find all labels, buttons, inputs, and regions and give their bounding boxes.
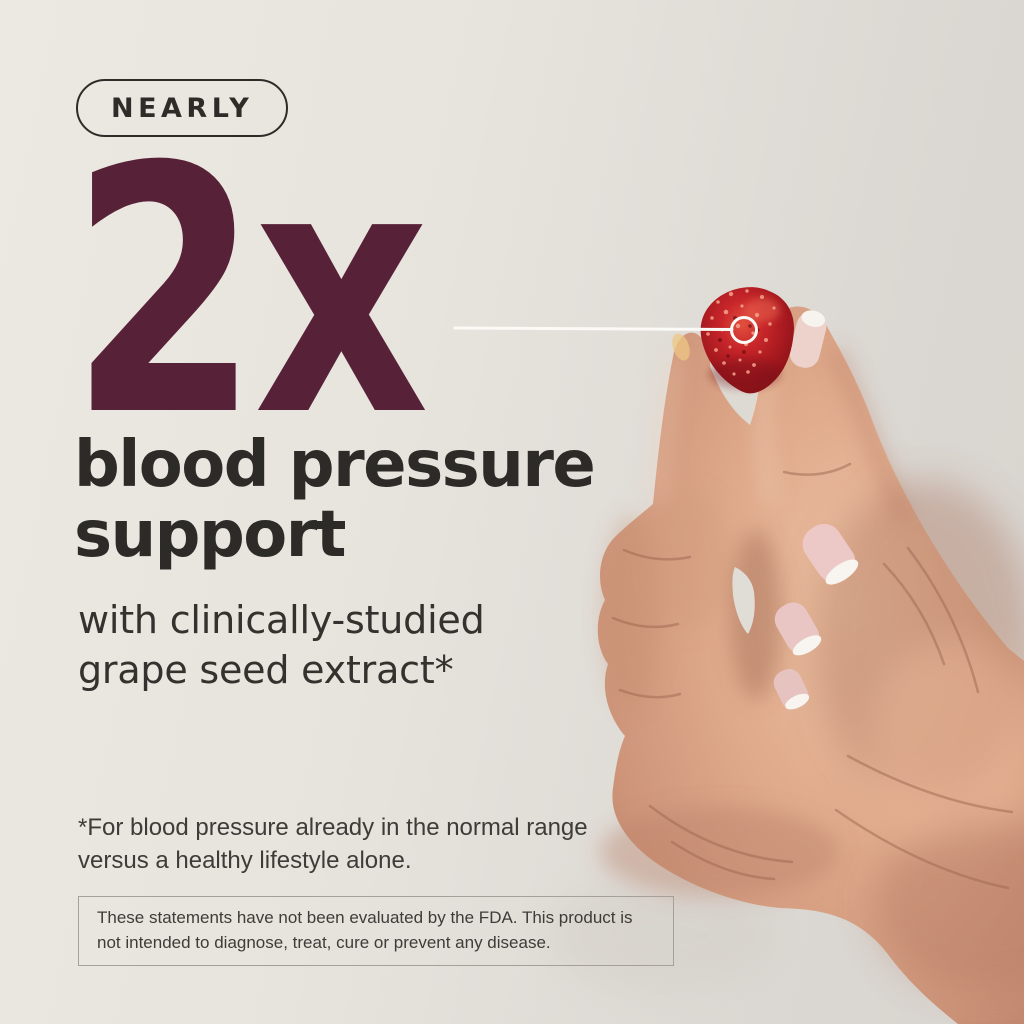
fda-disclaimer-box: These statements have not been evaluated…: [78, 896, 674, 967]
index-fingernail: [789, 310, 827, 368]
footnote: *For blood pressure already in the norma…: [78, 812, 588, 878]
footnote-line-1: *For blood pressure already in the norma…: [78, 814, 588, 841]
subtitle-line-1: with clinically-studied: [78, 598, 485, 642]
headline-line-1: blood pressure: [74, 428, 596, 502]
callout-line: [453, 326, 734, 331]
headline-multiplier: 2x: [70, 95, 429, 491]
disclaimer-line-2: not intended to diagnose, treat, cure or…: [97, 932, 551, 952]
thumb-tip-highlight: [672, 333, 690, 361]
callout-circle: [730, 316, 758, 344]
hand-drop-shadow: [545, 880, 775, 990]
finger-gap: [732, 567, 755, 634]
skin-creases: [611, 462, 1014, 890]
nearly-badge-label: NEARLY: [111, 92, 254, 124]
subtitle-line-2: grape seed extract*: [78, 648, 454, 693]
footnote-line-2: versus a healthy lifestyle alone.: [78, 846, 412, 874]
nearly-badge: NEARLY: [76, 79, 289, 137]
gummy-icon: [700, 287, 794, 394]
sugar-speckles: [706, 289, 776, 376]
pinky-fingernail: [773, 668, 810, 710]
disclaimer-line-1: These statements have not been evaluated…: [97, 908, 633, 927]
skin-shading: [600, 341, 911, 897]
headline-line-2: support: [74, 498, 346, 573]
hand-photo: [597, 306, 1024, 1024]
subtitle: with clinically-studied grape seed extra…: [78, 595, 485, 695]
pinch-gap: [712, 356, 762, 423]
middle-fingernail: [802, 523, 859, 585]
palm-shading: [815, 480, 1024, 990]
headline: blood pressure support: [74, 428, 596, 573]
ring-fingernail: [774, 602, 822, 656]
